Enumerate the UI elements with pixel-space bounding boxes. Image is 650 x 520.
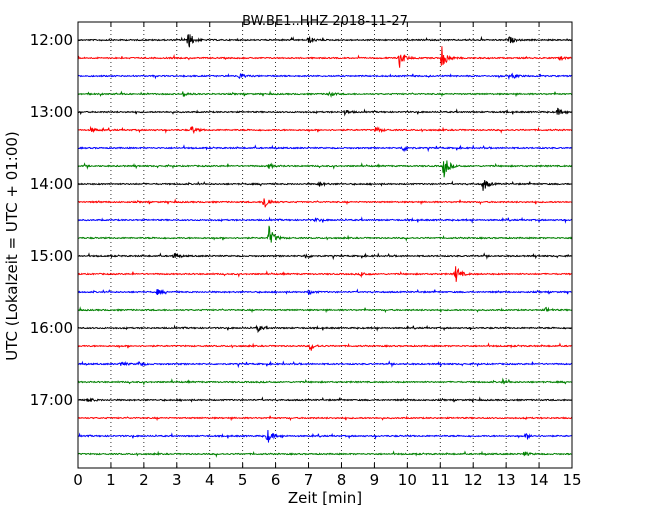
trace-1215 xyxy=(77,46,573,68)
trace-1600 xyxy=(77,324,573,334)
x-tick-label: 13 xyxy=(497,471,516,489)
y-tick-label: 16:00 xyxy=(30,319,73,337)
trace-1330 xyxy=(77,144,573,153)
x-tick-label: 4 xyxy=(205,471,215,489)
x-tick-label: 0 xyxy=(73,471,83,489)
trace-1245 xyxy=(77,90,573,99)
trace-1445 xyxy=(77,225,573,243)
trace-1515 xyxy=(77,266,573,282)
trace-1700 xyxy=(77,396,573,403)
trace-1230 xyxy=(77,72,573,81)
x-tick-label: 9 xyxy=(370,471,380,489)
x-tick-label: 6 xyxy=(271,471,281,489)
trace-group xyxy=(77,34,573,458)
y-axis-label: UTC (Lokalzeit = UTC + 01:00) xyxy=(3,131,21,361)
x-tick-label: 2 xyxy=(139,471,149,489)
x-tick-label: 15 xyxy=(562,471,581,489)
trace-1730 xyxy=(77,430,573,443)
trace-1630 xyxy=(77,360,573,369)
y-tick-label: 14:00 xyxy=(30,175,73,193)
trace-1645 xyxy=(77,377,573,386)
x-tick-label: 14 xyxy=(530,471,549,489)
x-tick-label: 7 xyxy=(304,471,314,489)
x-tick-label: 3 xyxy=(172,471,182,489)
trace-1415 xyxy=(77,198,573,208)
trace-1500 xyxy=(77,252,573,261)
y-tick-label: 15:00 xyxy=(30,247,73,265)
x-axis-label: Zeit [min] xyxy=(288,489,362,507)
trace-1530 xyxy=(77,288,573,296)
trace-1615 xyxy=(77,342,573,351)
y-axis: 12:00 13:00 14:00 15:00 16:00 17:00 xyxy=(30,31,572,409)
trace-1300 xyxy=(77,107,573,117)
trace-1315 xyxy=(77,125,573,135)
trace-1430 xyxy=(77,216,573,224)
plot-frame xyxy=(77,21,573,469)
x-tick-label: 12 xyxy=(464,471,483,489)
trace-1745 xyxy=(77,450,573,458)
x-axis: 0 1 2 3 4 5 6 7 8 9 10 11 12 13 14 15 xyxy=(73,22,582,489)
y-tick-label: 17:00 xyxy=(30,391,73,409)
x-tick-label: 8 xyxy=(337,471,347,489)
y-tick-label: 13:00 xyxy=(30,103,73,121)
x-tick-label: 10 xyxy=(398,471,417,489)
x-tick-label: 1 xyxy=(106,471,116,489)
trace-1345 xyxy=(77,160,573,178)
x-tick-label: 11 xyxy=(431,471,450,489)
trace-1400 xyxy=(77,180,573,191)
y-tick-label: 12:00 xyxy=(30,31,73,49)
x-tick-label: 5 xyxy=(238,471,248,489)
trace-1200 xyxy=(77,34,573,48)
trace-1545 xyxy=(77,306,573,314)
trace-1715 xyxy=(77,415,573,422)
